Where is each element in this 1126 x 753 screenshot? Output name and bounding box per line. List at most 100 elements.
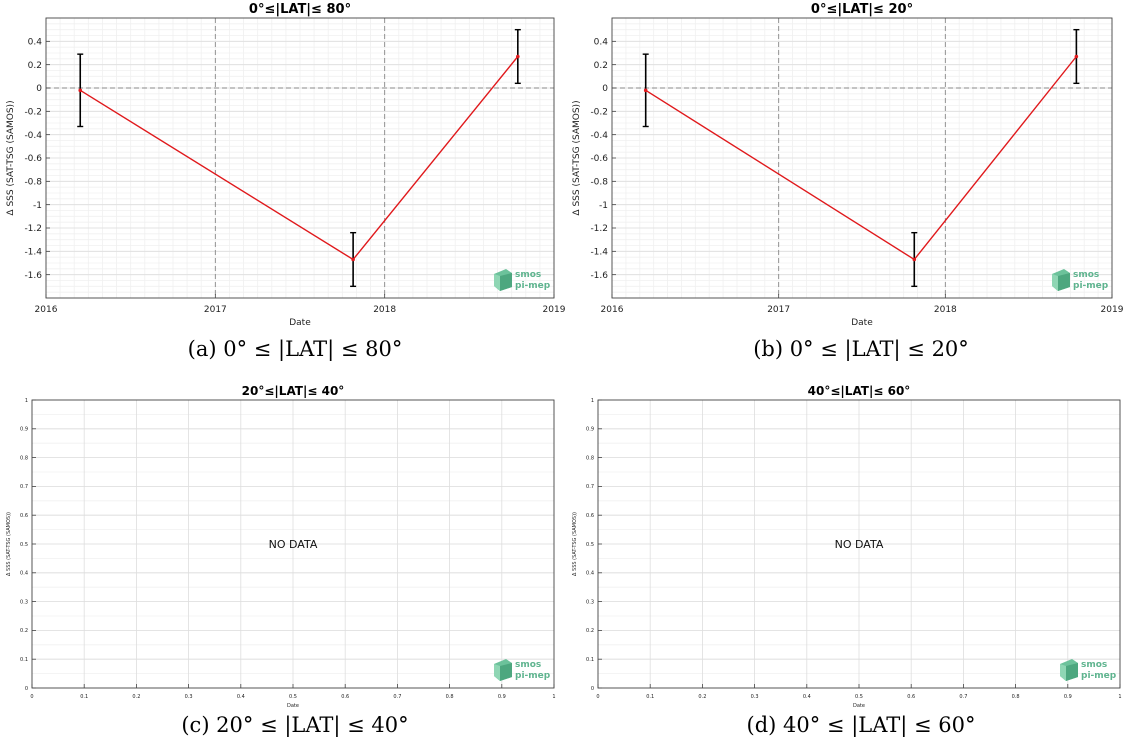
logo-text-line2: pi-mep: [515, 671, 551, 681]
y-tick-label: 0.5: [586, 542, 594, 548]
y-tick-label: -0.6: [24, 154, 42, 164]
no-data-label: NO DATA: [269, 538, 318, 551]
x-axis-label: Date: [851, 318, 873, 328]
x-tick-label: 2018: [373, 305, 396, 315]
data-point: [78, 88, 83, 93]
y-tick-label: 1: [25, 398, 28, 404]
y-tick-label: 0.2: [28, 61, 42, 71]
logo-mark-light: [494, 664, 500, 681]
x-tick-label: 0.2: [698, 694, 706, 700]
x-tick-label: 0.7: [959, 694, 967, 700]
x-tick-label: 0.9: [498, 694, 506, 700]
y-tick-label: -1: [33, 201, 42, 211]
data-point: [516, 54, 520, 59]
logo-text-line1: smos: [1073, 270, 1099, 280]
no-data-label: NO DATA: [835, 538, 884, 551]
y-tick-label: 0.1: [586, 657, 594, 663]
y-tick-label: 0.9: [20, 427, 28, 433]
x-tick-label: 0: [30, 694, 33, 700]
data-point: [351, 257, 355, 262]
chart-panel-d: 0 0.1 0.2 0.3 0.4 0.5 0.6 0.7 0.8 0.9 1 0 0.1 0.2 0.3 0…: [572, 384, 1122, 709]
x-tick-label: 0.6: [907, 694, 915, 700]
logo-text-line2: pi-mep: [515, 281, 551, 291]
x-tick-label: 1: [552, 694, 555, 700]
logo-mark-shade: [500, 273, 512, 291]
y-tick-label: -1: [599, 201, 608, 211]
y-tick-label: 0.7: [586, 484, 594, 490]
caption-d: (d) 40° ≤ |LAT| ≤ 60°: [746, 713, 976, 737]
y-tick-label: -1.2: [590, 224, 608, 234]
y-tick-label: 0: [36, 84, 42, 94]
y-axis-label: Δ SSS (SAT-TSG (SAMOS)): [6, 100, 16, 215]
x-tick-label: 0.5: [289, 694, 297, 700]
y-tick-label: 0.8: [20, 455, 28, 461]
chart-panel-b: -1.6 -1.4 -1.2 -1 -0.8 -0.6 -0.4 -0.2 0 0.2 0.4 201…: [572, 2, 1124, 328]
logo-mark-shade: [1066, 663, 1078, 681]
x-axis-label: Date: [853, 703, 865, 709]
chart-title: 20°≤|LAT|≤ 40°: [242, 384, 345, 398]
x-tick-label: 0.1: [80, 694, 88, 700]
y-tick-label: -1.6: [590, 271, 608, 281]
x-tick-label: 0.5: [855, 694, 863, 700]
logo-mark-shade: [500, 663, 512, 681]
y-tick-label: -0.4: [590, 131, 608, 141]
y-tick-label: 0: [25, 686, 28, 692]
y-tick-label: -0.8: [590, 177, 608, 187]
y-tick-label: 0.8: [586, 455, 594, 461]
chart-title: 40°≤|LAT|≤ 60°: [808, 384, 911, 398]
y-tick-label: 0.3: [20, 599, 28, 605]
chart-title: 0°≤|LAT|≤ 80°: [249, 2, 351, 17]
y-tick-label: -1.2: [24, 224, 42, 234]
logo-text-line1: smos: [1081, 660, 1107, 670]
x-tick-label: 2018: [934, 305, 957, 315]
x-tick-label: 0: [596, 694, 599, 700]
y-tick-label: 0.2: [20, 628, 28, 634]
y-tick-label: 0.9: [586, 427, 594, 433]
x-tick-label: 0.7: [393, 694, 401, 700]
y-axis-label: Δ SSS (SAT-TSG (SAMOS)): [572, 512, 578, 576]
x-tick-label: 0.8: [1012, 694, 1020, 700]
x-tick-label: 0.4: [803, 694, 811, 700]
x-tick-label: 2017: [204, 305, 227, 315]
y-tick-label: 0.2: [594, 61, 608, 71]
logo-text-line1: smos: [515, 660, 541, 670]
logo-mark-light: [1052, 274, 1058, 291]
x-axis-label: Date: [289, 318, 311, 328]
caption-b: (b) 0° ≤ |LAT| ≤ 20°: [753, 337, 969, 361]
y-tick-label: 0.6: [20, 513, 28, 519]
chart-title: 0°≤|LAT|≤ 20°: [811, 2, 913, 17]
x-tick-label: 2019: [543, 305, 566, 315]
x-tick-label: 1: [1118, 694, 1121, 700]
data-point: [643, 88, 648, 93]
y-tick-label: -1.4: [590, 247, 608, 257]
data-point: [912, 257, 917, 262]
y-tick-label: 0.6: [586, 513, 594, 519]
x-tick-label: 0.2: [132, 694, 140, 700]
y-tick-label: 1: [591, 398, 594, 404]
y-tick-label: -0.8: [24, 177, 42, 187]
y-tick-label: 0.7: [20, 484, 28, 490]
logo-text-line2: pi-mep: [1073, 281, 1109, 291]
y-tick-label: 0.4: [20, 571, 28, 577]
x-tick-label: 2019: [1101, 305, 1124, 315]
x-tick-label: 0.3: [185, 694, 193, 700]
caption-a: (a) 0° ≤ |LAT| ≤ 80°: [187, 337, 403, 361]
chart-panel-a: -1.6 -1.4 -1.2 -1 -0.8 -0.6 -0.4 -0.2 0 0.2 0.4 201…: [6, 2, 566, 328]
y-tick-label: 0.2: [586, 628, 594, 634]
y-tick-label: -0.4: [24, 131, 42, 141]
y-axis-label: Δ SSS (SAT-TSG (SAMOS)): [6, 512, 12, 576]
data-point: [1074, 54, 1079, 59]
y-tick-label: -1.4: [24, 247, 42, 257]
x-tick-label: 0.6: [341, 694, 349, 700]
x-tick-label: 2016: [35, 305, 58, 315]
logo-mark-light: [494, 274, 500, 291]
logo-mark-shade: [1058, 273, 1070, 291]
x-tick-label: 0.3: [751, 694, 759, 700]
x-tick-label: 0.8: [446, 694, 454, 700]
caption-c: (c) 20° ≤ |LAT| ≤ 40°: [181, 713, 409, 737]
y-tick-label: 0: [591, 686, 594, 692]
y-tick-label: 0.3: [586, 599, 594, 605]
